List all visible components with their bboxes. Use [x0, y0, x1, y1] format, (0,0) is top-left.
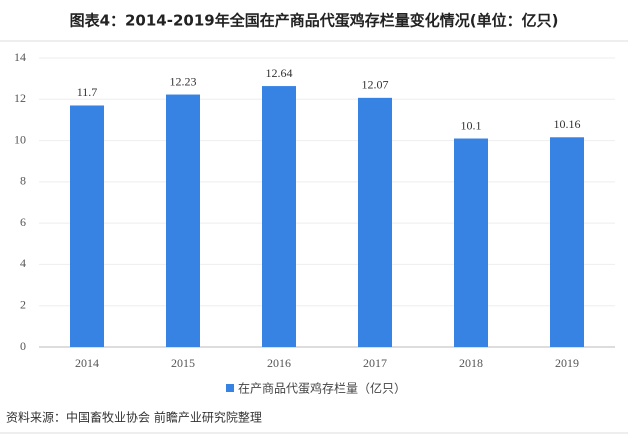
bar [550, 137, 584, 347]
legend-swatch [226, 384, 234, 392]
value-label: 12.07 [362, 78, 389, 92]
bar [262, 86, 296, 348]
bar [454, 138, 488, 347]
y-tick-label: 10 [14, 132, 26, 146]
x-tick-label: 2017 [363, 356, 387, 370]
y-tick-label: 8 [20, 174, 26, 188]
value-label: 12.64 [266, 66, 293, 80]
value-label: 10.16 [554, 117, 581, 131]
bar [358, 97, 392, 347]
source-note: 资料来源：中国畜牧业协会 前瞻产业研究院整理 [6, 410, 262, 425]
y-tick-label: 0 [20, 339, 26, 353]
value-label: 11.7 [77, 85, 98, 99]
value-label: 12.23 [170, 74, 197, 88]
y-tick-label: 14 [14, 50, 26, 64]
bar [70, 105, 104, 347]
y-tick-label: 4 [20, 256, 26, 270]
x-tick-label: 2014 [75, 356, 99, 370]
value-label: 10.1 [461, 118, 482, 132]
y-tick-label: 2 [20, 297, 26, 311]
x-tick-label: 2016 [267, 356, 291, 370]
legend-label: 在产商品代蛋鸡存栏量（亿只） [238, 381, 406, 396]
y-tick-label: 6 [20, 215, 26, 229]
y-tick-label: 12 [14, 91, 26, 105]
x-tick-label: 2019 [555, 356, 579, 370]
chart-title: 图表4：2014-2019年全国在产商品代蛋鸡存栏量变化情况(单位：亿只) [70, 12, 559, 30]
x-tick-label: 2015 [171, 356, 195, 370]
x-tick-label: 2018 [459, 356, 483, 370]
bar [166, 94, 200, 347]
